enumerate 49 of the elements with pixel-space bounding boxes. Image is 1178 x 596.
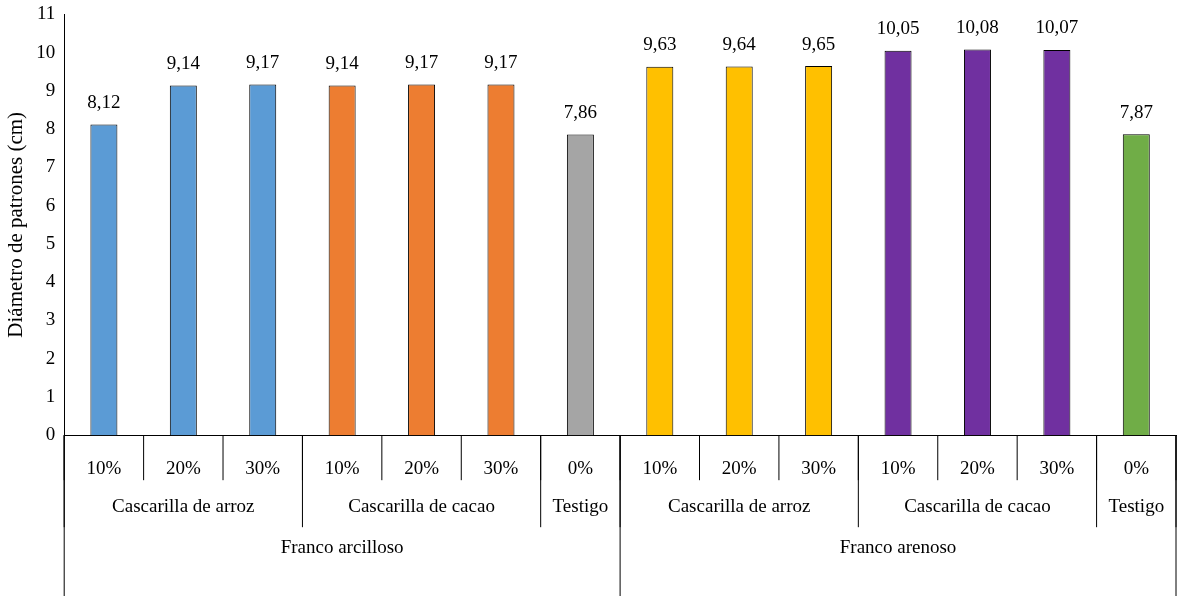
y-tick-label: 1	[45, 384, 56, 406]
y-tick-label: 9	[45, 78, 56, 100]
x-tick-label: 20%	[721, 456, 757, 478]
y-tick-label: 4	[45, 270, 56, 292]
data-label: 9,17	[404, 50, 439, 72]
y-axis-title: Diámetro de patrones (cm)	[3, 111, 28, 338]
data-label: 9,14	[325, 52, 360, 74]
y-tick-label: 11	[36, 2, 56, 24]
text: Cascarilla de cacao	[904, 495, 1051, 517]
x-tick-label: 0%	[1123, 456, 1150, 478]
x-tick-label: 30%	[801, 456, 837, 478]
data-label: 9,64	[722, 32, 757, 54]
text: Cascarilla de cacao	[348, 495, 495, 517]
y-tick-label: 5	[45, 231, 56, 253]
data-label: 10,08	[956, 16, 999, 38]
text: Cascarilla de arroz	[668, 495, 811, 517]
data-label: 8,12	[87, 91, 121, 113]
data-label: 9,14	[166, 52, 201, 74]
y-tick-label: 3	[45, 308, 56, 330]
x-tick-label: 10%	[324, 456, 360, 478]
text: Testigo	[1108, 495, 1165, 517]
data-label: 9,17	[246, 50, 280, 72]
x-tick-label: 30%	[1039, 456, 1075, 478]
data-label: 7,86	[563, 101, 598, 122]
y-tick-label: 10	[36, 40, 56, 62]
y-tick-label: 6	[45, 193, 56, 215]
x-tick-label: 10%	[642, 456, 678, 478]
text: Franco arenoso	[839, 536, 957, 558]
x-tick-label: 20%	[960, 456, 996, 478]
x-tick-label: 0%	[567, 456, 594, 478]
text: Testigo	[552, 495, 609, 517]
y-tick-label: 0	[45, 423, 56, 445]
x-tick-label: 20%	[165, 456, 201, 478]
x-tick-label: 20%	[404, 456, 440, 478]
text: Cascarilla de arroz	[112, 495, 255, 517]
x-tick-label: 30%	[245, 456, 281, 478]
x-tick-label: 30%	[483, 456, 519, 478]
x-tick-label: 10%	[880, 456, 916, 478]
data-label: 7,87	[1119, 100, 1153, 122]
data-label: 9,63	[643, 33, 677, 55]
data-label: 10,05	[876, 17, 920, 39]
data-label: 9,17	[484, 50, 518, 72]
data-label: 10,07	[1035, 16, 1079, 38]
x-tick-label: 10%	[86, 456, 122, 478]
y-tick-label: 2	[45, 346, 56, 368]
text: Franco arcilloso	[280, 536, 404, 558]
y-tick-label: 7	[45, 155, 56, 177]
data-label: 9,65	[802, 32, 836, 54]
y-tick-label: 8	[45, 117, 56, 139]
